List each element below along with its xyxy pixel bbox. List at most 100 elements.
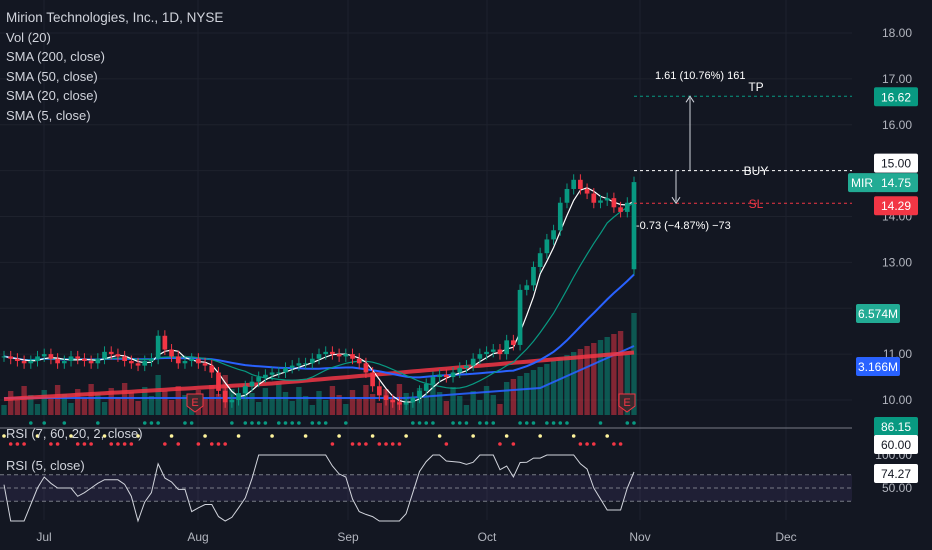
buy-label: BUY xyxy=(744,164,769,178)
volume-bar xyxy=(155,375,161,415)
long-position-tool[interactable]: 1.61 (10.76%) 161 -0.73 (−4.87%) −73 TP BUY… xyxy=(634,70,852,232)
candle-body xyxy=(477,354,483,359)
legend-vol[interactable]: Vol (20) xyxy=(6,29,51,45)
legend-sma200[interactable]: SMA (200, close) xyxy=(6,49,105,64)
rsi-stoch-dot xyxy=(55,442,60,446)
candle-body xyxy=(15,358,20,362)
volume-bar xyxy=(309,405,315,415)
volume-bar xyxy=(182,395,188,415)
rsi-stoch-dot xyxy=(518,421,522,425)
candle-body xyxy=(356,358,362,364)
volume-bar xyxy=(470,391,476,415)
candle-body xyxy=(296,363,302,366)
candle-body xyxy=(249,381,255,387)
volume-bar xyxy=(530,370,537,415)
tp-arrow-head xyxy=(685,95,695,103)
rsi-stoch-dot xyxy=(223,442,227,446)
tp-stat: 1.61 (10.76%) 161 xyxy=(655,70,746,82)
legend-sma20[interactable]: SMA (20, close) xyxy=(6,88,98,103)
rsi-stoch-dot xyxy=(176,442,181,446)
volume-bar xyxy=(457,396,463,415)
candle-body xyxy=(564,188,570,203)
rsi-stoch-dot xyxy=(196,442,201,446)
volume-bar xyxy=(503,382,510,415)
rsi-stoch-dot xyxy=(270,434,274,438)
rsi-stoch-dot xyxy=(471,434,475,438)
candle-body xyxy=(303,363,308,365)
rsi-stoch-dot xyxy=(15,442,20,446)
volume-bar xyxy=(101,402,108,415)
rsi-stoch-dot xyxy=(230,421,234,425)
axes: 18.0017.0016.0014.0013.0011.0010.00100.0… xyxy=(36,26,918,544)
rsi-stoch-dot xyxy=(424,421,429,425)
rsi-stoch-dot xyxy=(538,434,542,438)
candle-body xyxy=(343,354,349,357)
candle-body xyxy=(222,390,228,403)
volume-bar xyxy=(550,361,557,415)
volume-bar xyxy=(135,401,141,415)
time-axis-label: Dec xyxy=(775,530,796,544)
candle-body xyxy=(209,365,215,373)
candle-body xyxy=(1,356,7,358)
rsi-stoch-dot xyxy=(330,442,335,446)
rsi-stoch-legend[interactable]: RSI (7, 60, 20, 2, close) xyxy=(6,426,143,441)
rsi-stoch-dot xyxy=(142,421,147,425)
candle-body xyxy=(149,358,154,362)
candle-body xyxy=(82,358,87,362)
legend-sma50[interactable]: SMA (50, close) xyxy=(6,68,98,84)
rsi-stoch-dot xyxy=(129,442,134,446)
rsi-stoch-dot xyxy=(62,421,67,425)
rsi-stoch-dot xyxy=(290,421,294,425)
candle-body xyxy=(202,363,208,366)
candle-body xyxy=(48,354,54,359)
legend-sma5[interactable]: SMA (5, close) xyxy=(6,107,91,123)
rsi-stoch-dot xyxy=(42,421,47,425)
candle-body xyxy=(336,354,342,357)
candle-body xyxy=(423,383,429,391)
rsi-stoch-dot xyxy=(75,442,80,446)
candle-body xyxy=(175,356,181,364)
volume-bar xyxy=(289,401,295,415)
candle-body xyxy=(263,374,268,378)
rsi-stoch-level-badge-bg xyxy=(874,435,918,454)
sl-price-badge-bg xyxy=(874,196,918,216)
price-axis-label: 16.00 xyxy=(882,118,912,132)
candle-body xyxy=(417,390,422,398)
rsi-stoch-dot xyxy=(384,442,388,446)
volume-bar xyxy=(537,367,543,415)
candle-body xyxy=(484,351,489,355)
rsi-stoch-dot xyxy=(22,442,26,446)
candle-body xyxy=(544,239,550,254)
rsi-stoch-dot xyxy=(397,442,402,446)
volume-badge-1: 6.574M xyxy=(858,307,898,321)
rsi-stoch-dot xyxy=(82,442,87,446)
rsi-stoch-dot xyxy=(437,434,442,438)
candle-body xyxy=(128,361,134,364)
candle-body xyxy=(390,400,396,403)
tp-price-badge-bg xyxy=(874,87,918,107)
volume-bar xyxy=(28,395,34,415)
rsi-stoch-badge-bg xyxy=(874,417,918,436)
rsi-stoch-dot xyxy=(236,434,241,438)
candle-body xyxy=(41,354,47,357)
volume-badge-2-bg xyxy=(856,357,900,376)
rsi-stoch-dot xyxy=(209,442,214,446)
candle-body xyxy=(443,374,449,378)
rsi-stoch-dot xyxy=(323,421,328,425)
volume-bar xyxy=(21,386,27,415)
earnings-marker xyxy=(186,393,204,413)
volume-bar xyxy=(577,349,584,415)
rsi-stoch-dot xyxy=(96,421,100,425)
rsi-stoch-dot xyxy=(632,421,636,425)
volume-bar xyxy=(34,404,41,415)
chart-title[interactable]: Mirion Technologies, Inc., 1D, NYSE xyxy=(6,10,224,25)
rsi-stoch-dot xyxy=(35,434,40,438)
last-price-badge-bg xyxy=(874,173,918,193)
rsi-legend[interactable]: RSI (5, close) xyxy=(6,458,85,473)
rsi-stoch-dot xyxy=(598,421,603,425)
rsi-stoch-dot xyxy=(149,421,154,425)
rsi-stoch-dot xyxy=(545,421,549,425)
volume-bar xyxy=(591,343,597,415)
candle-body xyxy=(155,335,161,359)
